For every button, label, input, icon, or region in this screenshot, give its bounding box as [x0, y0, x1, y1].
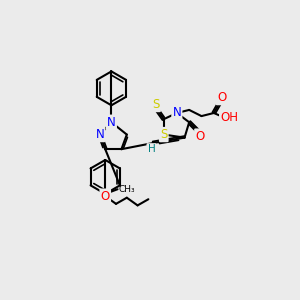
Text: O: O — [217, 91, 226, 104]
Text: H: H — [148, 144, 155, 154]
Text: O: O — [195, 130, 205, 142]
Text: N: N — [172, 106, 181, 119]
Text: O: O — [100, 190, 110, 203]
Text: N: N — [107, 116, 116, 129]
Text: N: N — [95, 128, 104, 141]
Text: S: S — [160, 128, 167, 141]
Text: CH₃: CH₃ — [118, 185, 135, 194]
Text: S: S — [152, 98, 160, 111]
Text: OH: OH — [220, 111, 238, 124]
